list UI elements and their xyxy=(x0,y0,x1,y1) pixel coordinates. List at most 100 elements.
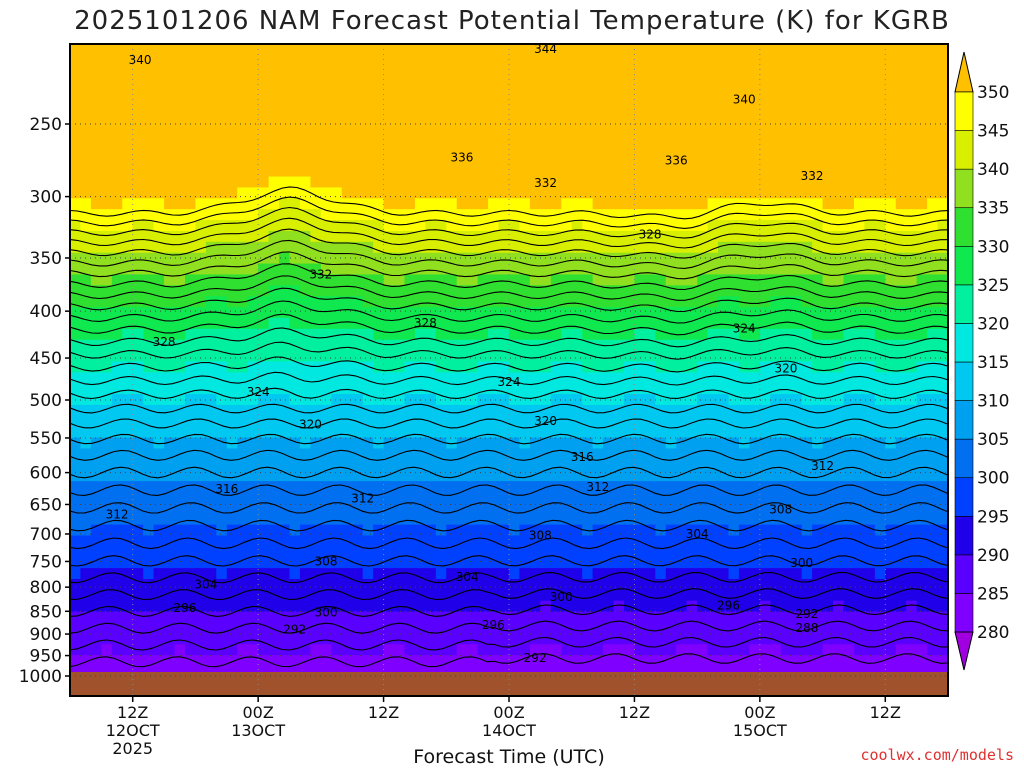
theta-cell xyxy=(540,111,552,123)
theta-cell xyxy=(226,513,238,526)
theta-cell xyxy=(456,176,468,189)
theta-cell xyxy=(122,252,134,265)
theta-cell xyxy=(509,220,521,232)
theta-cell xyxy=(759,437,771,450)
theta-cell xyxy=(404,241,416,254)
theta-cell xyxy=(937,252,948,265)
theta-cell xyxy=(853,666,865,678)
theta-cell xyxy=(446,491,458,504)
theta-cell xyxy=(780,437,792,450)
theta-cell xyxy=(582,230,594,243)
theta-cell xyxy=(90,437,102,450)
theta-cell xyxy=(509,448,521,460)
theta-cell xyxy=(184,133,197,145)
theta-cell xyxy=(352,524,364,537)
theta-cell xyxy=(132,154,144,167)
theta-cell xyxy=(247,143,259,156)
theta-cell xyxy=(90,600,102,613)
theta-cell xyxy=(299,230,311,243)
theta-cell xyxy=(268,143,280,156)
theta-cell xyxy=(498,209,510,221)
theta-cell xyxy=(613,220,625,232)
theta-cell xyxy=(164,655,176,667)
theta-cell xyxy=(592,339,604,352)
theta-cell xyxy=(268,241,280,254)
theta-cell xyxy=(362,557,374,569)
theta-cell xyxy=(916,361,928,373)
theta-cell xyxy=(885,165,897,178)
theta-cell xyxy=(132,296,144,308)
theta-cell xyxy=(791,89,803,102)
theta-cell xyxy=(676,165,688,178)
theta-cell xyxy=(916,491,928,504)
theta-cell xyxy=(299,296,311,308)
theta-cell xyxy=(414,165,426,178)
theta-cell xyxy=(488,328,500,341)
theta-cell xyxy=(509,481,521,493)
theta-cell xyxy=(906,89,918,102)
theta-cell xyxy=(916,230,928,243)
theta-cell xyxy=(90,220,102,232)
theta-cell xyxy=(916,546,928,558)
theta-cell xyxy=(310,328,322,341)
theta-cell xyxy=(561,56,573,69)
theta-cell xyxy=(655,491,667,504)
theta-cell xyxy=(770,187,782,199)
theta-cell xyxy=(571,524,583,537)
theta-cell xyxy=(383,513,395,526)
theta-cell xyxy=(90,383,102,395)
theta-cell xyxy=(383,56,395,69)
theta-cell xyxy=(718,350,730,363)
theta-cell xyxy=(414,122,426,134)
theta-cell xyxy=(540,165,552,178)
theta-cell xyxy=(70,437,82,450)
theta-cell xyxy=(320,546,332,558)
theta-cell xyxy=(414,644,426,656)
theta-cell xyxy=(613,404,625,417)
theta-cell xyxy=(592,263,604,276)
theta-cell xyxy=(634,546,646,558)
theta-cell xyxy=(874,426,886,439)
theta-cell xyxy=(488,633,500,645)
theta-cell xyxy=(477,296,489,308)
theta-cell xyxy=(561,100,573,112)
theta-cell xyxy=(634,372,646,384)
theta-cell xyxy=(414,372,426,384)
theta-cell xyxy=(341,459,353,471)
theta-cell xyxy=(488,252,500,265)
theta-cell xyxy=(529,263,541,276)
theta-cell xyxy=(529,644,541,656)
theta-cell xyxy=(895,176,907,189)
theta-cell xyxy=(822,44,834,47)
theta-cell xyxy=(279,241,291,254)
theta-cell xyxy=(184,655,197,667)
theta-cell xyxy=(143,383,155,395)
theta-cell xyxy=(895,524,907,537)
theta-cell xyxy=(801,470,813,482)
theta-cell xyxy=(362,589,374,602)
theta-cell xyxy=(216,328,228,341)
theta-cell xyxy=(853,56,865,69)
theta-cell xyxy=(812,67,824,80)
theta-cell xyxy=(122,415,134,428)
theta-cell xyxy=(582,209,594,221)
theta-cell xyxy=(791,339,803,352)
theta-cell xyxy=(571,546,583,558)
theta-cell xyxy=(812,307,824,319)
theta-cell xyxy=(373,111,385,123)
theta-cell xyxy=(728,56,740,69)
theta-cell xyxy=(456,666,468,678)
theta-cell xyxy=(362,176,374,189)
theta-cell xyxy=(916,328,928,341)
theta-cell xyxy=(216,459,228,471)
theta-cell xyxy=(529,176,541,189)
theta-cell xyxy=(885,633,897,645)
theta-cell xyxy=(132,470,144,482)
theta-cell xyxy=(352,655,364,667)
theta-cell xyxy=(707,513,719,526)
theta-cell xyxy=(394,111,406,123)
theta-cell xyxy=(258,44,270,47)
theta-cell xyxy=(205,133,217,145)
theta-cell xyxy=(603,644,615,656)
theta-cell xyxy=(394,372,406,384)
